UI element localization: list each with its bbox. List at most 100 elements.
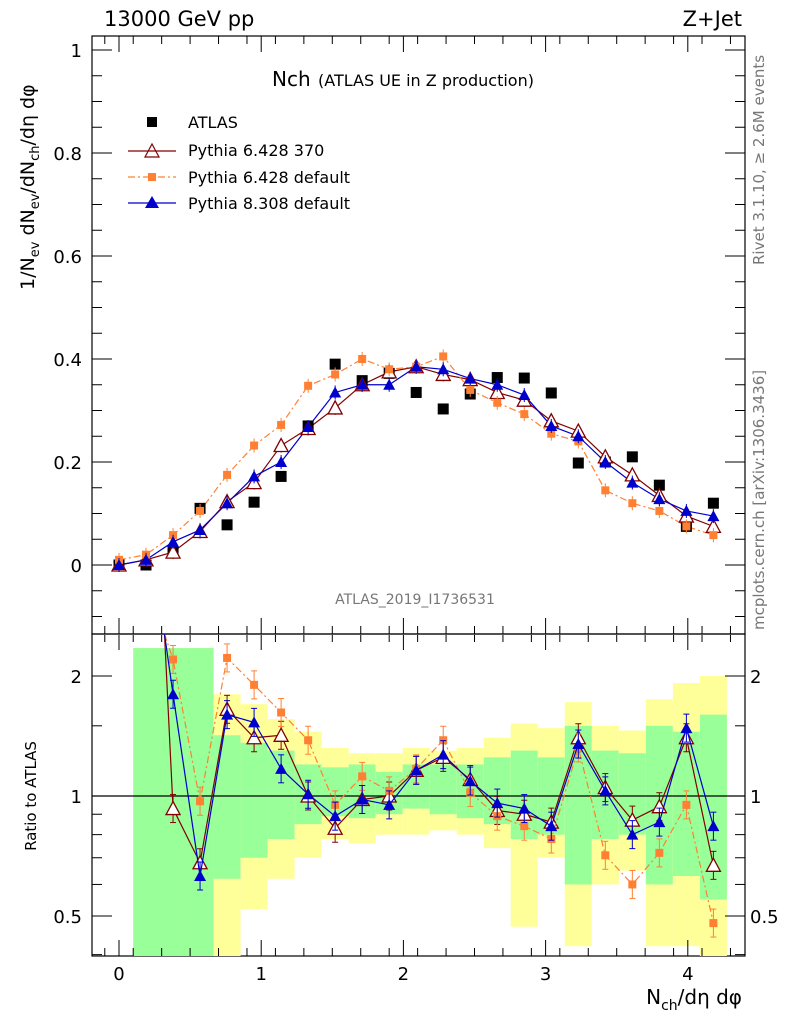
point-p8-default <box>707 510 720 522</box>
point-p6-default <box>358 355 367 363</box>
y-main-tick-label: 0.6 <box>53 247 82 268</box>
point-p6-370 <box>327 399 344 415</box>
point-p8-default <box>572 430 585 442</box>
band-green-bin <box>429 764 457 815</box>
legend-p8-default-label: Pythia 8.308 default <box>188 194 350 213</box>
ratio-point-p6-default <box>196 797 205 806</box>
point-p8-default <box>491 378 504 390</box>
y-ratio-tick-label-right: 2 <box>750 667 761 688</box>
atlas-point <box>410 386 422 398</box>
point-p8-default <box>680 504 693 516</box>
y-main-tick-label: 0.2 <box>53 453 82 474</box>
y-ratio-tick-label-right: 0.5 <box>750 907 779 928</box>
point-p6-default <box>439 352 448 361</box>
atlas-point <box>275 470 287 482</box>
ratio-bands <box>133 648 727 956</box>
point-p6-default <box>250 441 259 450</box>
ratio-point-p8-default <box>464 775 477 787</box>
ratio-point-p8-default <box>248 716 261 728</box>
x-tick-label: 4 <box>682 964 693 985</box>
band-green-bin <box>213 735 241 879</box>
x-axis-label: Nch/dη dφ <box>646 985 742 1014</box>
band-green-bin <box>133 648 187 956</box>
ratio-point-p6-default <box>223 653 232 662</box>
main-series <box>110 349 722 572</box>
point-p6-default <box>331 370 340 379</box>
y-main-tick-label: 0.8 <box>53 144 82 165</box>
point-p6-default <box>223 470 232 479</box>
series-line-p6-default <box>118 355 714 561</box>
point-p6-default <box>655 506 664 515</box>
legend-p6-default-label: Pythia 6.428 default <box>188 168 350 187</box>
point-p8-default <box>113 559 125 570</box>
x-tick-label: 0 <box>113 964 124 985</box>
point-p6-default <box>466 385 475 394</box>
y-main-tick-label: 0.4 <box>53 350 82 371</box>
ratio-point-p8-default <box>707 820 720 832</box>
ratio-point-p6-default <box>520 822 529 831</box>
point-p8-default <box>329 386 342 398</box>
y-ratio-tick-label-right: 1 <box>750 787 761 808</box>
axis-ticks: 0 1 2 3 4 0 0.2 0.4 0.6 0.8 1 0.5 0.5 1 1 2 2 <box>53 36 779 985</box>
ratio-point-p6-default <box>169 655 178 664</box>
y-main-tick-label: 1 <box>71 41 82 62</box>
atlas-point <box>221 519 233 531</box>
ratio-point-p8-default <box>383 798 396 810</box>
ratio-point-p8-default <box>221 708 234 720</box>
ratio-y-axis-label: Ratio to ATLAS <box>22 741 40 851</box>
point-p8-default <box>140 553 153 565</box>
point-p8-default <box>248 470 261 482</box>
ratio-point-p6-370 <box>705 856 722 872</box>
point-p8-default <box>194 523 207 535</box>
y-main-tick-label: 0 <box>71 556 82 577</box>
point-p6-370 <box>164 543 182 559</box>
point-p8-default <box>545 419 558 431</box>
point-p8-default <box>464 372 477 384</box>
point-p6-default <box>385 365 394 374</box>
main-y-axis-label: 1/Nev dNev/dNch/dη dφ <box>17 84 43 290</box>
ratio-point-p8-default <box>518 802 531 814</box>
legend-atlas-marker <box>147 117 157 127</box>
ratio-point-p8-default <box>167 688 180 700</box>
plot-title: Nch <box>272 67 311 91</box>
point-p8-default <box>356 378 369 390</box>
ratio-point-p8-default <box>680 722 693 734</box>
legend: ATLAS Pythia 6.428 370 Pythia 6.428 defa… <box>128 113 350 213</box>
ratio-line-p6-370 <box>163 633 714 866</box>
analysis-id: ATLAS_2019_I1736531 <box>335 592 495 608</box>
ratio-point-p8-default <box>329 810 342 822</box>
point-p6-default <box>304 381 313 390</box>
atlas-point <box>518 372 530 384</box>
ratio-point-p8-default <box>356 793 369 805</box>
ratio-line-p6-default <box>163 633 714 924</box>
process-label: Z+Jet <box>683 7 742 31</box>
point-p6-default <box>547 429 556 438</box>
ratio-point-p6-default <box>250 680 259 689</box>
atlas-point <box>545 387 557 399</box>
ratio-point-p6-default <box>655 848 664 857</box>
band-green-bin <box>240 742 268 858</box>
mcplots-label: mcplots.cern.ch [arXiv:1306.3436] <box>750 370 768 630</box>
point-p8-default <box>599 456 612 467</box>
ratio-point-p8-default <box>302 788 315 800</box>
x-tick-label: 2 <box>398 964 409 985</box>
x-tick-label: 1 <box>255 964 266 985</box>
ratio-point-p6-370 <box>246 729 263 745</box>
point-p8-default <box>383 378 396 390</box>
ratio-point-p8-default <box>275 762 288 774</box>
point-p6-default <box>709 531 718 540</box>
atlas-point <box>248 496 260 508</box>
ratio-point-p6-default <box>601 851 610 860</box>
legend-p6-370-label: Pythia 6.428 370 <box>188 141 324 160</box>
point-p8-default <box>410 360 423 372</box>
ratio-point-p6-default <box>628 880 637 889</box>
point-p6-default <box>520 410 529 419</box>
atlas-point <box>329 358 341 370</box>
ratio-point-p6-default <box>277 708 286 717</box>
ratio-series <box>163 633 722 938</box>
point-p8-default <box>653 493 666 505</box>
ratio-point-p8-default <box>194 869 207 881</box>
ratio-point-p8-default <box>599 784 612 796</box>
energy-label: 13000 GeV pp <box>104 7 254 31</box>
point-p8-default <box>626 476 639 488</box>
